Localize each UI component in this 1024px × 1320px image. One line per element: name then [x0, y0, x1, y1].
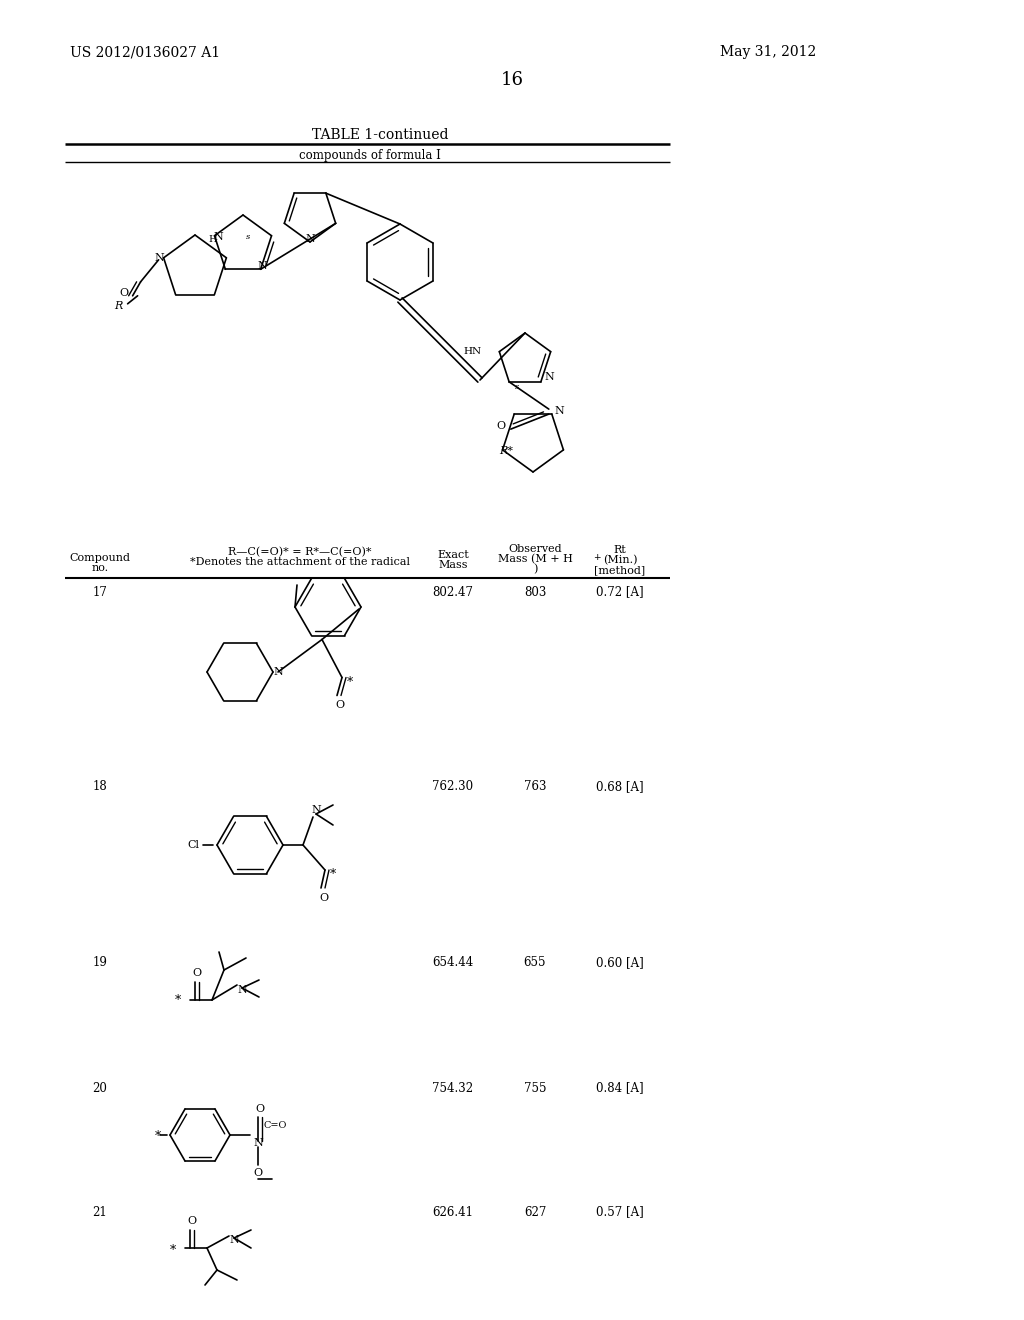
Text: 762.30: 762.30 [432, 780, 473, 793]
Text: 655: 655 [523, 957, 546, 969]
Text: 0.84 [A]: 0.84 [A] [596, 1081, 644, 1094]
Text: N: N [253, 1138, 263, 1148]
Text: ): ) [532, 564, 538, 574]
Text: TABLE 1-continued: TABLE 1-continued [311, 128, 449, 143]
Text: 0.72 [A]: 0.72 [A] [596, 586, 644, 598]
Text: Cl: Cl [187, 840, 199, 850]
Text: N: N [214, 232, 223, 242]
Text: 654.44: 654.44 [432, 957, 474, 969]
Text: *Denotes the attachment of the radical: *Denotes the attachment of the radical [190, 557, 410, 568]
Text: Mass (M + H: Mass (M + H [498, 554, 572, 564]
Text: *: * [155, 1130, 161, 1143]
Text: May 31, 2012: May 31, 2012 [720, 45, 816, 59]
Text: *: * [330, 869, 336, 882]
Text: 802.47: 802.47 [432, 586, 473, 598]
Text: N: N [238, 985, 247, 995]
Text: 755: 755 [523, 1081, 546, 1094]
Text: O: O [255, 1104, 264, 1114]
Text: compounds of formula I: compounds of formula I [299, 149, 441, 161]
Text: Mass: Mass [438, 560, 468, 570]
Text: N: N [229, 1236, 239, 1245]
Text: R: R [115, 301, 123, 310]
Text: N: N [305, 234, 314, 244]
Text: O: O [497, 421, 506, 432]
Text: HN: HN [463, 347, 481, 356]
Text: 16: 16 [501, 71, 523, 88]
Text: N: N [155, 253, 165, 263]
Text: *: * [347, 676, 353, 689]
Text: N: N [311, 805, 321, 814]
Text: N: N [544, 372, 554, 381]
Text: 19: 19 [92, 957, 108, 969]
Text: 803: 803 [524, 586, 546, 598]
Text: +: + [593, 553, 600, 561]
Text: N: N [273, 667, 283, 677]
Text: Exact: Exact [437, 550, 469, 560]
Text: s: s [246, 234, 250, 242]
Text: *: * [170, 1243, 176, 1257]
Text: 17: 17 [92, 586, 108, 598]
Text: O: O [193, 968, 202, 978]
Text: 21: 21 [92, 1205, 108, 1218]
Text: R*: R* [499, 446, 513, 457]
Text: Observed: Observed [508, 544, 562, 554]
Text: Compound: Compound [70, 553, 130, 564]
Text: Rt: Rt [613, 545, 627, 554]
Text: O: O [119, 288, 128, 298]
Text: 20: 20 [92, 1081, 108, 1094]
Text: 627: 627 [524, 1205, 546, 1218]
Text: 754.32: 754.32 [432, 1081, 473, 1094]
Text: R—C(=O)* = R*—C(=O)*: R—C(=O)* = R*—C(=O)* [228, 546, 372, 557]
Text: O: O [253, 1168, 262, 1177]
Text: no.: no. [91, 564, 109, 573]
Text: N: N [555, 407, 564, 416]
Text: O: O [319, 894, 329, 903]
Text: 763: 763 [523, 780, 546, 793]
Text: 626.41: 626.41 [432, 1205, 473, 1218]
Text: 18: 18 [92, 780, 108, 793]
Text: *: * [175, 994, 181, 1006]
Text: H: H [208, 235, 217, 244]
Text: s: s [515, 383, 519, 391]
Text: C=O: C=O [263, 1121, 287, 1130]
Text: 0.68 [A]: 0.68 [A] [596, 780, 644, 793]
Text: N: N [258, 261, 267, 272]
Text: O: O [336, 701, 344, 710]
Text: O: O [187, 1216, 197, 1226]
Text: 0.57 [A]: 0.57 [A] [596, 1205, 644, 1218]
Text: 0.60 [A]: 0.60 [A] [596, 957, 644, 969]
Text: (Min.): (Min.) [603, 554, 637, 565]
Text: [method]: [method] [594, 565, 645, 576]
Text: US 2012/0136027 A1: US 2012/0136027 A1 [70, 45, 220, 59]
